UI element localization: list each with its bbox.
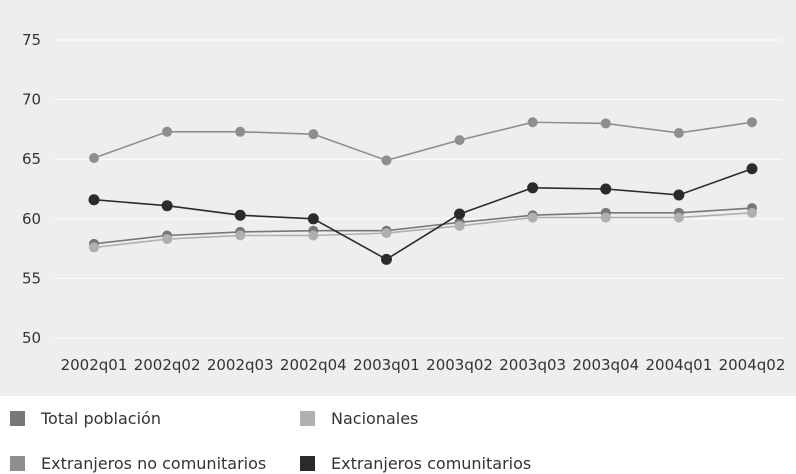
x-tick-label: 2002q02 bbox=[134, 356, 201, 374]
data-point-extranjeros-comunitarios bbox=[161, 200, 173, 212]
chart-plot-area: 50 55 60 65 70 75 2002q01 2002q02 2002q03 2002q0… bbox=[0, 0, 796, 396]
legend-item-extranjeros-no-comunitarios: Extranjeros no comunitarios bbox=[10, 452, 266, 474]
series-extranjeros-comunitarios bbox=[88, 163, 758, 265]
x-tick-label: 2003q04 bbox=[572, 356, 639, 374]
series-line-extranjeros-no-comunitarios bbox=[93, 121, 753, 162]
data-point-nacionales bbox=[235, 230, 246, 241]
series-lines bbox=[88, 117, 758, 265]
data-point-extranjeros-no-comunitarios bbox=[381, 155, 392, 166]
legend-item-total-poblacion: Total población bbox=[10, 407, 161, 429]
x-tick-label: 2003q03 bbox=[499, 356, 566, 374]
data-point-extranjeros-comunitarios bbox=[234, 209, 246, 221]
x-tick-label: 2004q02 bbox=[719, 356, 786, 374]
data-point-nacionales bbox=[600, 212, 611, 223]
y-tick-label: 75 bbox=[22, 31, 41, 49]
data-point-nacionales bbox=[162, 234, 173, 245]
series-total-poblacion bbox=[89, 203, 757, 249]
data-point-extranjeros-comunitarios bbox=[600, 183, 612, 195]
y-axis-ticks: 50 55 60 65 70 75 bbox=[22, 31, 41, 347]
x-tick-label: 2003q02 bbox=[426, 356, 493, 374]
data-point-nacionales bbox=[673, 212, 684, 223]
legend-item-nacionales: Nacionales bbox=[300, 407, 418, 429]
data-point-extranjeros-no-comunitarios bbox=[89, 153, 99, 164]
series-line-extranjeros-comunitarios bbox=[93, 167, 753, 261]
x-tick-label: 2004q01 bbox=[645, 356, 712, 374]
data-point-extranjeros-comunitarios bbox=[673, 189, 685, 201]
legend-label-total-poblacion: Total población bbox=[41, 408, 161, 428]
series-line-nacionales bbox=[93, 212, 753, 249]
data-point-extranjeros-comunitarios bbox=[88, 194, 100, 206]
data-point-extranjeros-no-comunitarios bbox=[162, 126, 173, 137]
y-tick-label: 55 bbox=[22, 269, 41, 287]
legend-label-extranjeros-no-comunitarios: Extranjeros no comunitarios bbox=[41, 453, 267, 473]
data-point-extranjeros-comunitarios bbox=[527, 182, 539, 194]
gridlines bbox=[55, 39, 782, 339]
data-point-extranjeros-no-comunitarios bbox=[308, 129, 319, 140]
data-point-nacionales bbox=[747, 207, 757, 218]
data-point-nacionales bbox=[381, 228, 392, 239]
data-point-extranjeros-comunitarios bbox=[380, 253, 392, 265]
legend-item-extranjeros-comunitarios: Extranjeros comunitarios bbox=[300, 452, 531, 474]
x-tick-label: 2002q01 bbox=[61, 356, 128, 374]
data-point-nacionales bbox=[89, 242, 99, 253]
series-nacionales bbox=[89, 207, 757, 253]
legend-swatch-extranjeros-no-comunitarios bbox=[10, 455, 25, 471]
data-point-nacionales bbox=[308, 230, 319, 241]
series-line-total-poblacion bbox=[93, 207, 753, 245]
y-tick-label: 60 bbox=[22, 210, 41, 228]
x-tick-label: 2003q01 bbox=[353, 356, 420, 374]
data-point-extranjeros-no-comunitarios bbox=[600, 118, 611, 129]
data-point-extranjeros-no-comunitarios bbox=[527, 117, 538, 128]
legend-label-nacionales: Nacionales bbox=[331, 408, 419, 428]
x-axis-ticks: 2002q01 2002q02 2002q03 2002q04 2003q01 2003q… bbox=[61, 356, 786, 374]
legend-swatch-nacionales bbox=[300, 410, 315, 426]
data-point-extranjeros-no-comunitarios bbox=[747, 117, 757, 128]
legend-swatch-total-poblacion bbox=[10, 410, 25, 426]
legend-label-extranjeros-comunitarios: Extranjeros comunitarios bbox=[331, 453, 532, 473]
data-point-nacionales bbox=[527, 212, 538, 223]
x-tick-label: 2002q03 bbox=[207, 356, 274, 374]
series-extranjeros-no-comunitarios bbox=[89, 117, 757, 166]
data-point-extranjeros-no-comunitarios bbox=[235, 126, 246, 137]
legend: Total población Nacionales Extranjeros n… bbox=[0, 396, 796, 473]
data-point-extranjeros-no-comunitarios bbox=[454, 135, 465, 146]
data-point-extranjeros-comunitarios bbox=[454, 208, 466, 220]
y-tick-label: 65 bbox=[22, 150, 41, 168]
data-point-extranjeros-comunitarios bbox=[307, 213, 319, 225]
data-point-extranjeros-no-comunitarios bbox=[673, 127, 684, 138]
legend-swatch-extranjeros-comunitarios bbox=[300, 455, 315, 471]
data-point-nacionales bbox=[454, 220, 465, 231]
y-tick-label: 70 bbox=[22, 91, 41, 109]
x-tick-label: 2002q04 bbox=[280, 356, 347, 374]
y-tick-label: 50 bbox=[22, 329, 41, 347]
data-point-extranjeros-comunitarios bbox=[746, 163, 758, 175]
